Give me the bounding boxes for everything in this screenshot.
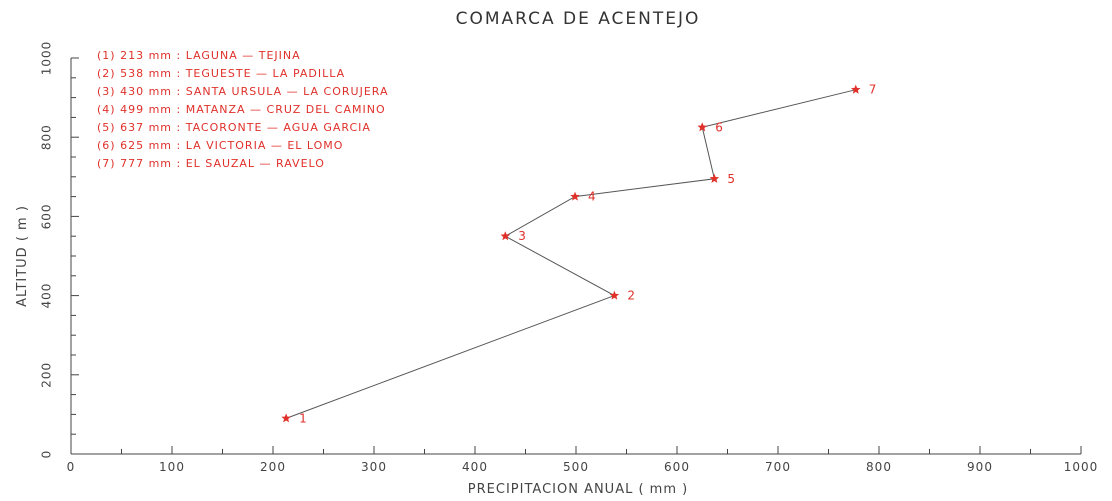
- x-tick-label: 600: [664, 460, 690, 474]
- x-tick-label: 500: [563, 460, 589, 474]
- y-tick-label: 200: [40, 362, 54, 388]
- data-point-marker: [570, 191, 580, 201]
- x-tick-label: 100: [159, 460, 185, 474]
- data-point-marker: [851, 84, 861, 94]
- legend-entry: (7) 777 mm : EL SAUZAL — RAVELO: [97, 157, 325, 170]
- data-point-marker: [609, 290, 620, 300]
- data-point-marker: [697, 122, 708, 132]
- chart-title: COMARCA DE ACENTEJO: [456, 9, 701, 29]
- data-point-marker: [281, 413, 291, 423]
- x-tick-label: 400: [462, 460, 488, 474]
- y-tick-label: 600: [40, 203, 54, 229]
- x-tick-label: 1000: [1064, 460, 1099, 474]
- legend-entry: (1) 213 mm : LAGUNA — TEJINA: [97, 49, 301, 62]
- y-axis-title: ALTITUD ( m ): [15, 205, 30, 307]
- y-tick-label: 800: [40, 124, 54, 150]
- y-tick-label: 400: [40, 283, 54, 309]
- x-tick-label: 700: [765, 460, 791, 474]
- legend: (1) 213 mm : LAGUNA — TEJINA (2) 538 mm :…: [97, 49, 389, 170]
- x-axis-title: PRECIPITACION ANUAL ( mm ): [468, 482, 688, 497]
- data-point-marker: [500, 231, 511, 241]
- series-line: [285, 89, 856, 419]
- series-polyline: [285, 89, 856, 419]
- data-point-label: 1: [299, 411, 308, 425]
- legend-entry: (4) 499 mm : MATANZA — CRUZ DEL CAMINO: [97, 103, 386, 116]
- axes: 0 100 200 300 400 500 600 700 800 900 1000 0 200 400 6…: [40, 41, 1099, 474]
- data-point-label: 7: [869, 83, 878, 97]
- data-point-label: 5: [727, 172, 736, 186]
- x-tick-label: 300: [361, 460, 387, 474]
- x-tick-label: 800: [866, 460, 892, 474]
- data-point-label: 2: [627, 289, 636, 303]
- x-tick-label: 900: [967, 460, 993, 474]
- y-tick-label: 0: [40, 450, 54, 459]
- data-point-label: 4: [588, 190, 597, 204]
- legend-entry: (6) 625 mm : LA VICTORIA — EL LOMO: [97, 139, 343, 152]
- y-tick-label: 1000: [40, 41, 54, 76]
- data-point-label: 3: [518, 229, 527, 243]
- x-tick-label: 200: [260, 460, 286, 474]
- data-point-label: 6: [715, 120, 724, 134]
- markers: 1 2 3 4 5 6 7: [281, 83, 878, 425]
- legend-entry: (3) 430 mm : SANTA URSULA — LA CORUJERA: [97, 85, 389, 98]
- x-tick-label: 0: [67, 460, 76, 474]
- legend-entry: (5) 637 mm : TACORONTE — AGUA GARCIA: [97, 121, 371, 134]
- data-point-marker: [709, 173, 720, 183]
- legend-entry: (2) 538 mm : TEGUESTE — LA PADILLA: [97, 67, 345, 80]
